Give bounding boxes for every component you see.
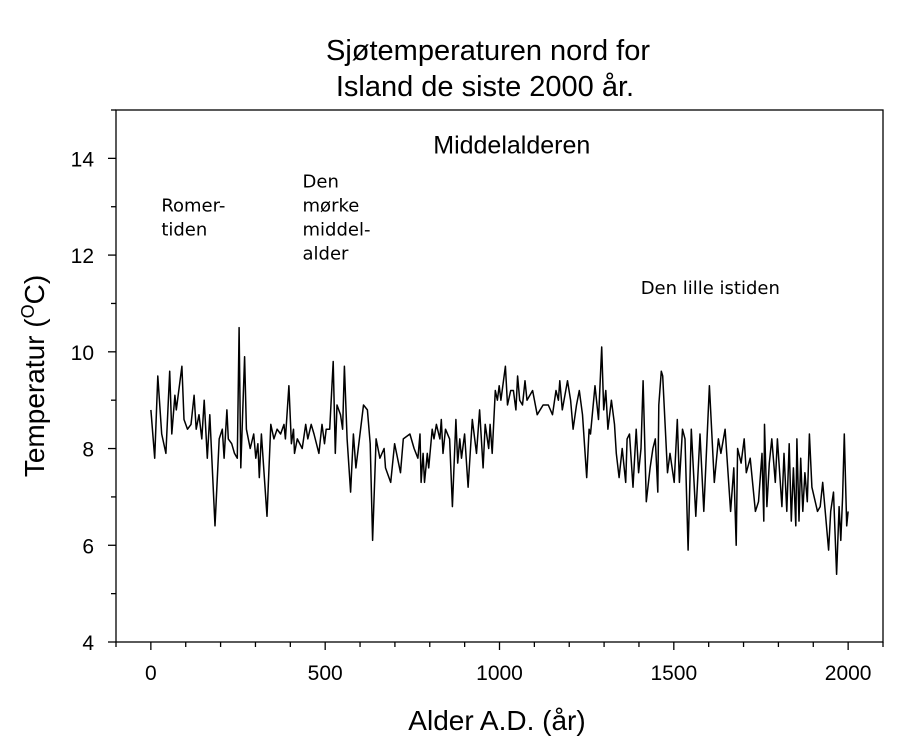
annotation-text: Den — [303, 171, 339, 192]
plot-frame — [115, 109, 884, 643]
annotation-text: Romer- — [161, 196, 225, 217]
y-tick-label: 12 — [71, 245, 94, 268]
annotation-text: middel- — [303, 219, 371, 240]
x-axis: 0 500 1000 1500 2000 — [115, 642, 884, 685]
chart-title-line-1: Sjøtemperaturen nord for — [326, 35, 650, 67]
y-axis-label-end: C) — [19, 275, 50, 305]
y-tick-label: 4 — [82, 632, 94, 655]
x-tick-label: 1500 — [650, 662, 697, 685]
chart-title-line-2: Island de siste 2000 år. — [336, 71, 634, 103]
y-tick-label: 6 — [82, 535, 94, 558]
y-tick-label: 10 — [71, 342, 94, 365]
y-axis-label: Temperatur (OC) — [18, 275, 50, 477]
annotation-text: tiden — [161, 220, 207, 241]
annotations: Romer-tiden Den mørke middel-alder Middelald… — [161, 132, 780, 299]
x-tick-label: 0 — [145, 662, 157, 685]
annotation-text: mørke — [303, 195, 360, 216]
y-tick-label: 14 — [71, 148, 95, 171]
annotation-text: alder — [303, 243, 350, 264]
y-tick-label: 8 — [82, 439, 94, 462]
y-axis-label-main: Temperatur ( — [19, 318, 50, 477]
annotation-text: Middelalderen — [433, 132, 590, 160]
series-line — [150, 326, 849, 576]
x-tick-label: 1000 — [476, 662, 523, 685]
x-tick-label: 2000 — [825, 662, 872, 685]
y-axis: 4 6 8 10 12 14 — [71, 109, 116, 655]
y-axis-label-superscript: O — [18, 304, 38, 318]
x-tick-label: 500 — [308, 662, 343, 685]
annotation-text: Den lille istiden — [641, 278, 780, 299]
x-axis-label: Alder A.D. (år) — [408, 705, 585, 736]
